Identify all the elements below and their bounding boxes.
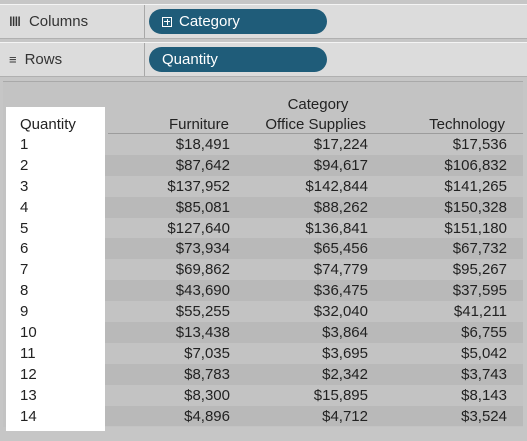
row-stripe bbox=[105, 322, 523, 343]
columns-shelf-label: ‖‖ Columns bbox=[0, 5, 145, 38]
cell-office-supplies[interactable]: $136,841 bbox=[305, 219, 368, 237]
row-header-pane bbox=[6, 107, 105, 431]
cell-office-supplies[interactable]: $2,342 bbox=[322, 365, 368, 383]
cell-office-supplies[interactable]: $32,040 bbox=[313, 303, 368, 321]
table-row: 8 $43,690 $36,475 $37,595 bbox=[3, 280, 523, 302]
cell-technology[interactable]: $5,042 bbox=[461, 344, 507, 362]
crosstab-view: Category Quantity Furniture Office Suppl… bbox=[3, 81, 523, 431]
cell-office-supplies[interactable]: $3,864 bbox=[322, 324, 368, 342]
row-header-cell[interactable]: 3 bbox=[20, 177, 29, 195]
table-row: 2 $87,642 $94,617 $106,832 bbox=[3, 154, 523, 176]
row-header-title[interactable]: Quantity bbox=[20, 116, 76, 133]
cell-technology[interactable]: $6,755 bbox=[461, 324, 507, 342]
cell-office-supplies[interactable]: $15,895 bbox=[313, 386, 368, 404]
row-header-cell[interactable]: 6 bbox=[20, 240, 29, 258]
cell-furniture[interactable]: $43,690 bbox=[175, 282, 230, 300]
cell-office-supplies[interactable]: $3,695 bbox=[322, 344, 368, 362]
header-divider bbox=[108, 133, 523, 134]
cell-furniture[interactable]: $73,934 bbox=[175, 240, 230, 258]
quantity-pill-label: Quantity bbox=[162, 51, 218, 68]
cell-technology[interactable]: $3,743 bbox=[461, 365, 507, 383]
cell-furniture[interactable]: $69,862 bbox=[175, 261, 230, 279]
cell-office-supplies[interactable]: $88,262 bbox=[313, 198, 368, 216]
cell-furniture[interactable]: $87,642 bbox=[175, 156, 230, 174]
table-row: 5 $127,640 $136,841 $151,180 bbox=[3, 218, 523, 239]
column-header-office-supplies[interactable]: Office Supplies bbox=[265, 116, 366, 133]
cell-furniture[interactable]: $137,952 bbox=[167, 177, 230, 195]
cell-furniture[interactable]: $18,491 bbox=[175, 136, 230, 153]
table-row: 9 $55,255 $32,040 $41,211 bbox=[3, 301, 523, 322]
row-stripe bbox=[105, 196, 523, 218]
cell-office-supplies[interactable]: $65,456 bbox=[313, 240, 368, 258]
cell-technology[interactable]: $141,265 bbox=[444, 177, 507, 195]
cell-technology[interactable]: $17,536 bbox=[452, 136, 507, 153]
column-group-header[interactable]: Category bbox=[287, 96, 349, 113]
table-row: 14 $4,896 $4,712 $3,524 bbox=[3, 405, 523, 427]
column-header-furniture[interactable]: Furniture bbox=[168, 116, 229, 133]
rows-label-text: Rows bbox=[24, 51, 63, 68]
row-header-cell[interactable]: 7 bbox=[20, 261, 29, 279]
cell-office-supplies[interactable]: $4,712 bbox=[322, 407, 368, 425]
cell-furniture[interactable]: $55,255 bbox=[175, 303, 230, 321]
columns-shelf: ‖‖ Columns Category bbox=[0, 4, 527, 39]
table-body: 1 $18,491 $17,224 $17,536 2 $87,642 $94,617 $10… bbox=[3, 134, 523, 427]
cell-furniture[interactable]: $127,640 bbox=[167, 219, 230, 237]
row-header-cell[interactable]: 13 bbox=[20, 386, 37, 404]
cell-office-supplies[interactable]: $74,779 bbox=[313, 261, 368, 279]
cell-technology[interactable]: $3,524 bbox=[461, 407, 507, 425]
row-header-cell[interactable]: 4 bbox=[20, 198, 29, 216]
cell-technology[interactable]: $106,832 bbox=[444, 156, 507, 174]
cell-office-supplies[interactable]: $17,224 bbox=[313, 136, 368, 153]
cell-technology[interactable]: $8,143 bbox=[461, 386, 507, 404]
row-stripe bbox=[105, 280, 523, 302]
row-header-cell[interactable]: 2 bbox=[20, 156, 29, 174]
quantity-pill[interactable]: Quantity bbox=[149, 47, 327, 72]
row-stripe bbox=[105, 363, 523, 385]
row-header-cell[interactable]: 5 bbox=[20, 219, 29, 237]
table-row: 7 $69,862 $74,779 $95,267 bbox=[3, 259, 523, 280]
row-header-cell[interactable]: 10 bbox=[20, 324, 37, 342]
table-row: 3 $137,952 $142,844 $141,265 bbox=[3, 176, 523, 197]
cell-technology[interactable]: $41,211 bbox=[453, 303, 507, 321]
row-header-cell[interactable]: 11 bbox=[20, 344, 36, 362]
row-header-cell[interactable]: 9 bbox=[20, 303, 29, 321]
row-header-cell[interactable]: 12 bbox=[20, 365, 37, 383]
table-row: 4 $85,081 $88,262 $150,328 bbox=[3, 196, 523, 218]
table-row: 1 $18,491 $17,224 $17,536 bbox=[3, 134, 523, 155]
rows-shelf-label: ≡ Rows bbox=[0, 43, 145, 76]
row-stripe bbox=[105, 154, 523, 176]
cell-office-supplies[interactable]: $94,617 bbox=[313, 156, 368, 174]
row-header-cell[interactable]: 8 bbox=[20, 282, 29, 300]
rows-icon: ≡ bbox=[9, 52, 17, 67]
cell-furniture[interactable]: $13,438 bbox=[175, 324, 230, 342]
category-pill[interactable]: Category bbox=[149, 9, 327, 34]
columns-label-text: Columns bbox=[28, 13, 89, 30]
cell-furniture[interactable]: $85,081 bbox=[175, 198, 230, 216]
row-stripe bbox=[105, 405, 523, 427]
cell-furniture[interactable]: $8,300 bbox=[184, 386, 230, 404]
cell-technology[interactable]: $151,180 bbox=[444, 219, 507, 237]
table-row: 12 $8,783 $2,342 $3,743 bbox=[3, 363, 523, 385]
cell-technology[interactable]: $95,267 bbox=[452, 261, 507, 279]
row-header-cell[interactable]: 1 bbox=[20, 136, 29, 153]
row-header-cell[interactable]: 14 bbox=[20, 407, 37, 425]
cell-technology[interactable]: $67,732 bbox=[452, 240, 507, 258]
cell-technology[interactable]: $150,328 bbox=[444, 198, 507, 216]
table-row: 11 $7,035 $3,695 $5,042 bbox=[3, 343, 523, 364]
row-stripe bbox=[105, 238, 523, 260]
table-row: 10 $13,438 $3,864 $6,755 bbox=[3, 322, 523, 343]
expand-icon[interactable] bbox=[162, 16, 172, 27]
cell-office-supplies[interactable]: $36,475 bbox=[313, 282, 368, 300]
cell-technology[interactable]: $37,595 bbox=[452, 282, 507, 300]
cell-furniture[interactable]: $7,035 bbox=[184, 344, 230, 362]
category-pill-label: Category bbox=[179, 13, 240, 30]
cell-furniture[interactable]: $4,896 bbox=[184, 407, 230, 425]
cell-furniture[interactable]: $8,783 bbox=[184, 365, 230, 383]
cell-office-supplies[interactable]: $142,844 bbox=[305, 177, 368, 195]
columns-icon: ‖‖ bbox=[9, 14, 21, 29]
table-row: 6 $73,934 $65,456 $67,732 bbox=[3, 238, 523, 260]
rows-shelf: ≡ Rows Quantity bbox=[0, 42, 527, 77]
table-row: 13 $8,300 $15,895 $8,143 bbox=[3, 385, 523, 406]
column-header-technology[interactable]: Technology bbox=[429, 116, 505, 133]
